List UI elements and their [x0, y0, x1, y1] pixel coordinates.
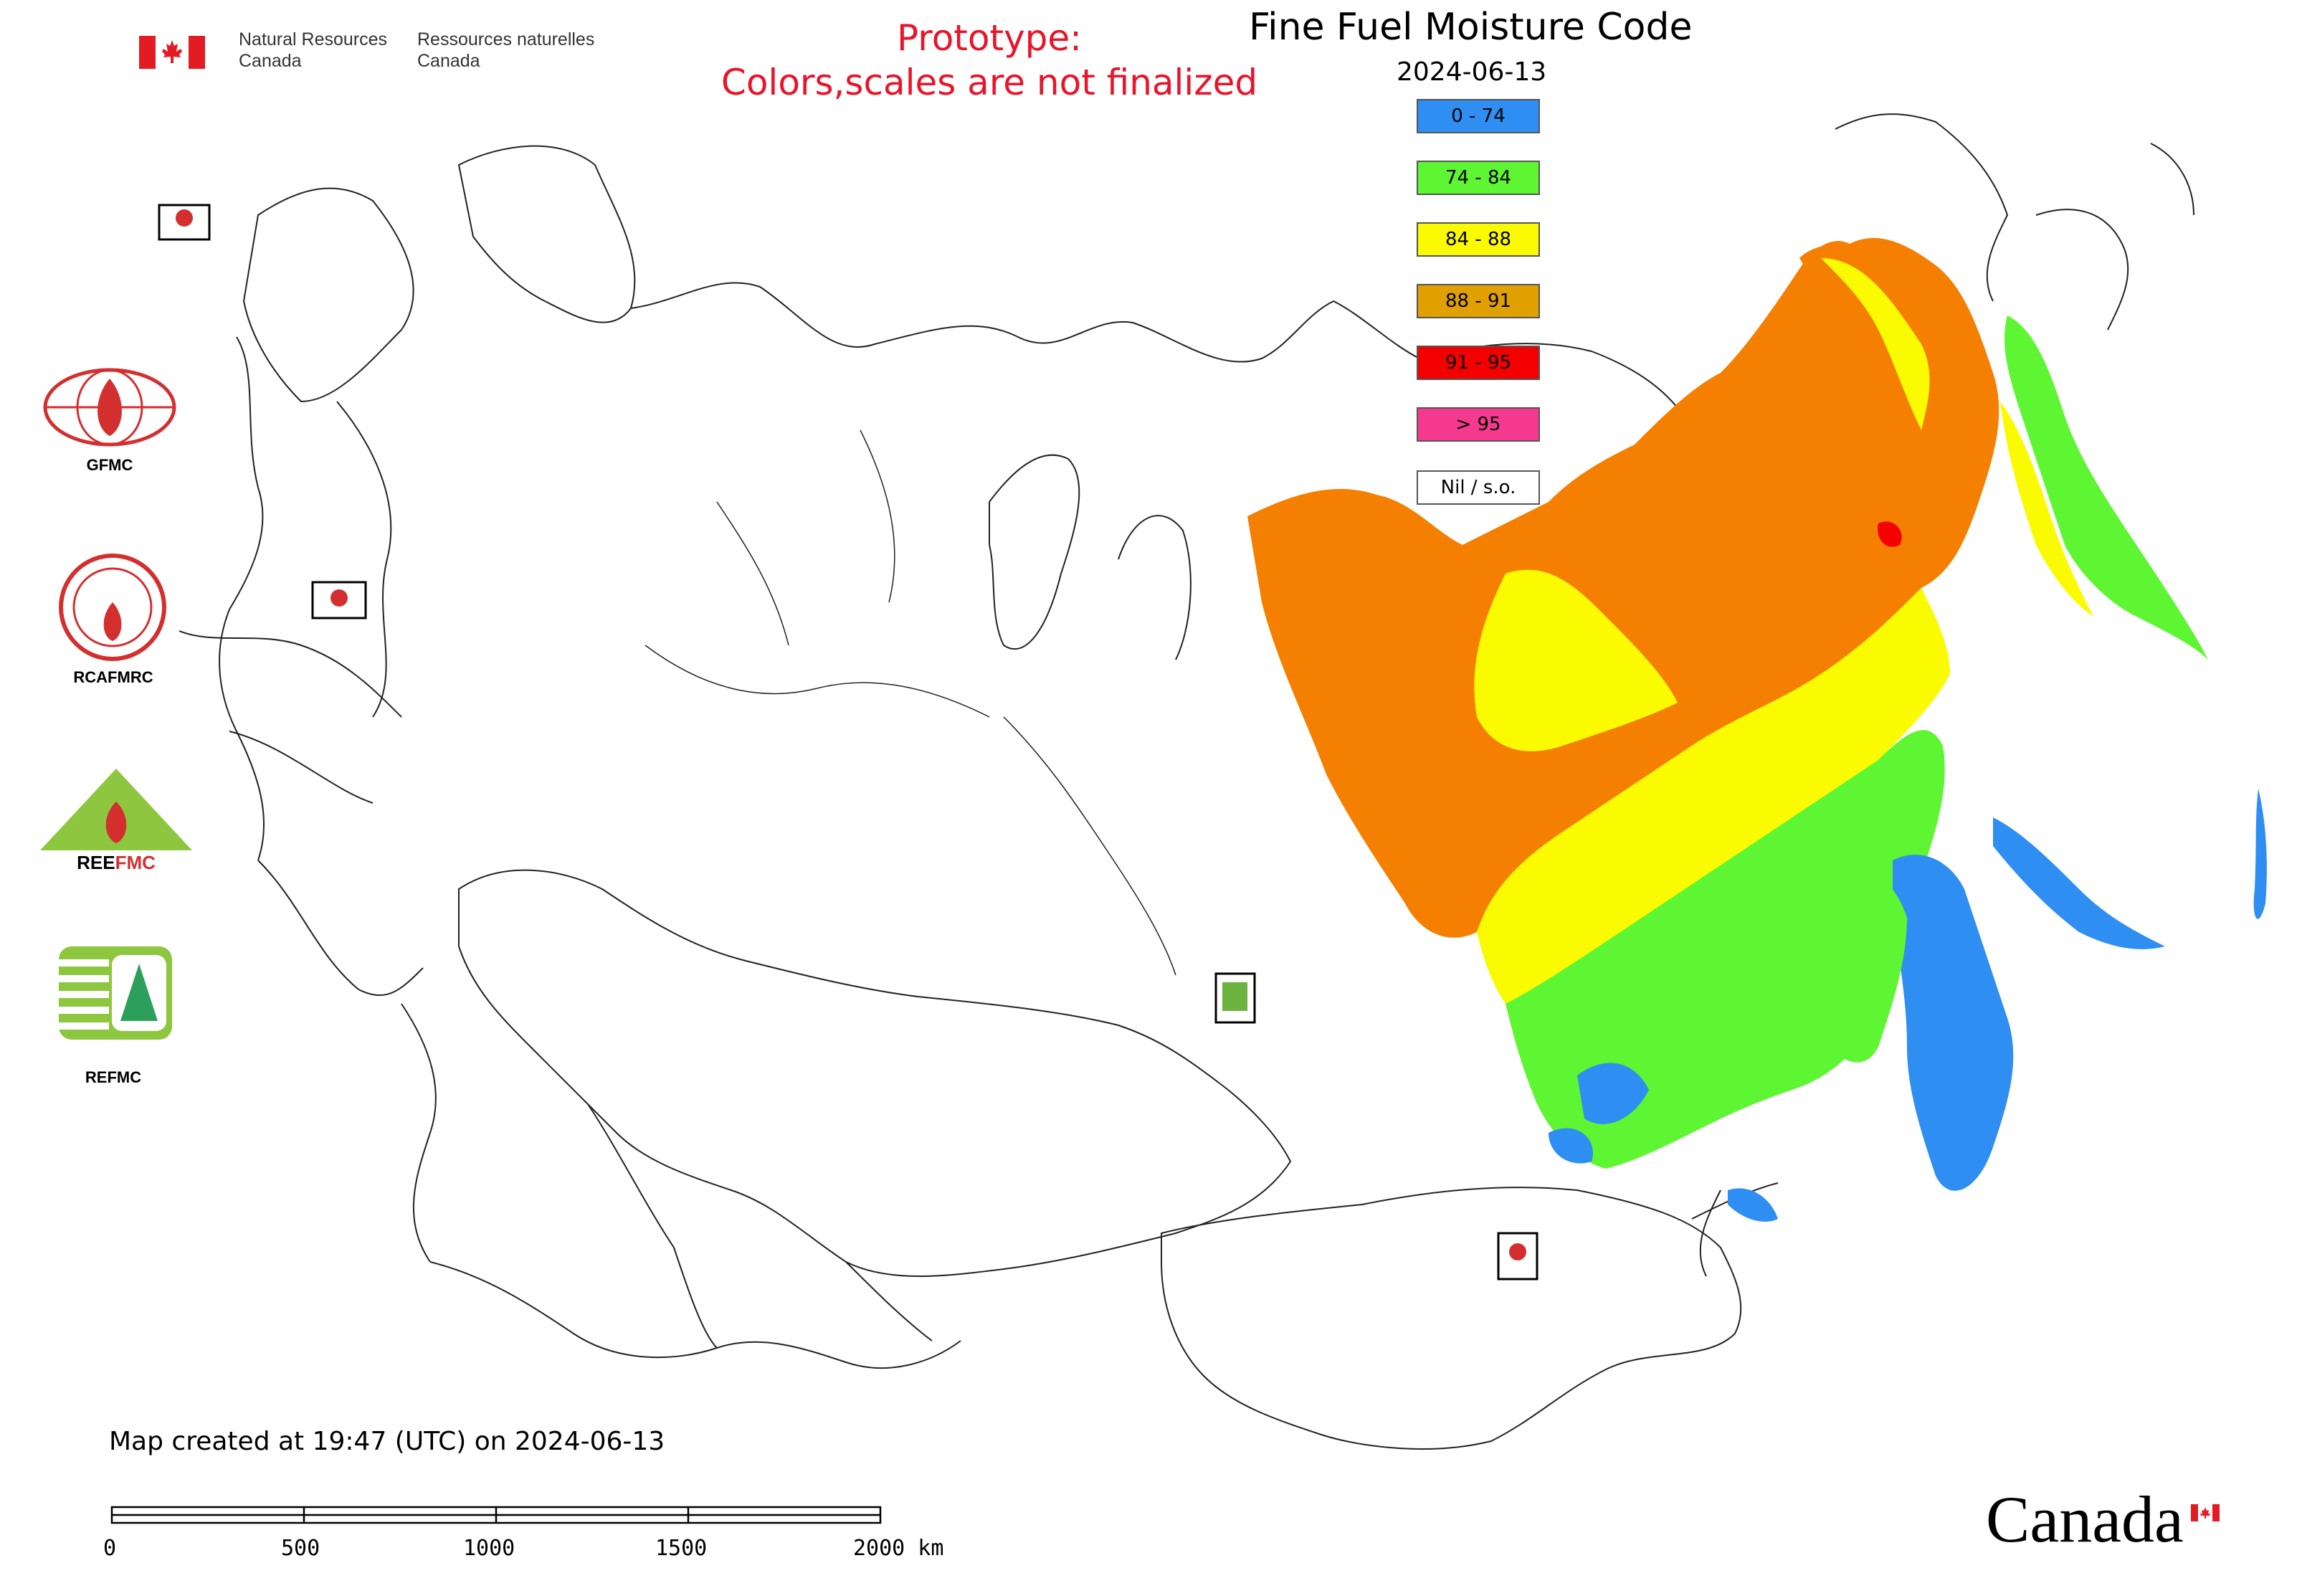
- wordmark-flag-icon: [2191, 1504, 2220, 1521]
- agency-name-en: Natural Resources Canada: [239, 29, 388, 71]
- legend-item: 74 - 84: [1417, 161, 1540, 195]
- refmc-logo-icon: [59, 946, 172, 1042]
- map-title: Fine Fuel Moisture Code: [1249, 6, 1693, 49]
- canada-flag-icon: [139, 36, 205, 69]
- legend-item: > 95: [1417, 407, 1540, 442]
- map-date: 2024-06-13: [1397, 57, 1547, 87]
- boundary-lines: [179, 145, 1779, 1450]
- reefmc-logo-icon: REEFMC: [37, 766, 195, 876]
- canada-wordmark: Canada: [1986, 1483, 2184, 1556]
- legend-item: 0 - 74: [1417, 99, 1540, 133]
- scale-label: 2000 km: [853, 1536, 944, 1561]
- scale-label: 0: [103, 1536, 117, 1561]
- legend-item: 91 - 95: [1417, 346, 1540, 380]
- gfmc-logo-icon: [42, 364, 178, 453]
- legend-item: 84 - 88: [1417, 222, 1540, 257]
- rcafmrc-label: RCAFMRC: [73, 668, 153, 686]
- refmc-label: REFMC: [85, 1068, 142, 1086]
- scale-label: 1000: [463, 1536, 515, 1561]
- svg-text:REEFMC: REEFMC: [77, 852, 156, 873]
- legend-item: 88 - 91: [1417, 284, 1540, 318]
- legend-item: Nil / s.o.: [1417, 470, 1540, 505]
- scale-bar: [110, 1506, 882, 1524]
- rcafmrc-logo-icon: [57, 552, 168, 665]
- scale-label: 1500: [655, 1536, 708, 1561]
- ffmc-field: [1247, 237, 2267, 1222]
- prototype-notice: Prototype: Colors,scales are not finaliz…: [720, 17, 1258, 103]
- agency-name-fr: Ressources naturelles Canada: [417, 29, 595, 71]
- map-created-note: Map created at 19:47 (UTC) on 2024-06-13: [109, 1427, 665, 1456]
- scale-label: 500: [281, 1536, 320, 1561]
- gfmc-label: GFMC: [86, 456, 133, 474]
